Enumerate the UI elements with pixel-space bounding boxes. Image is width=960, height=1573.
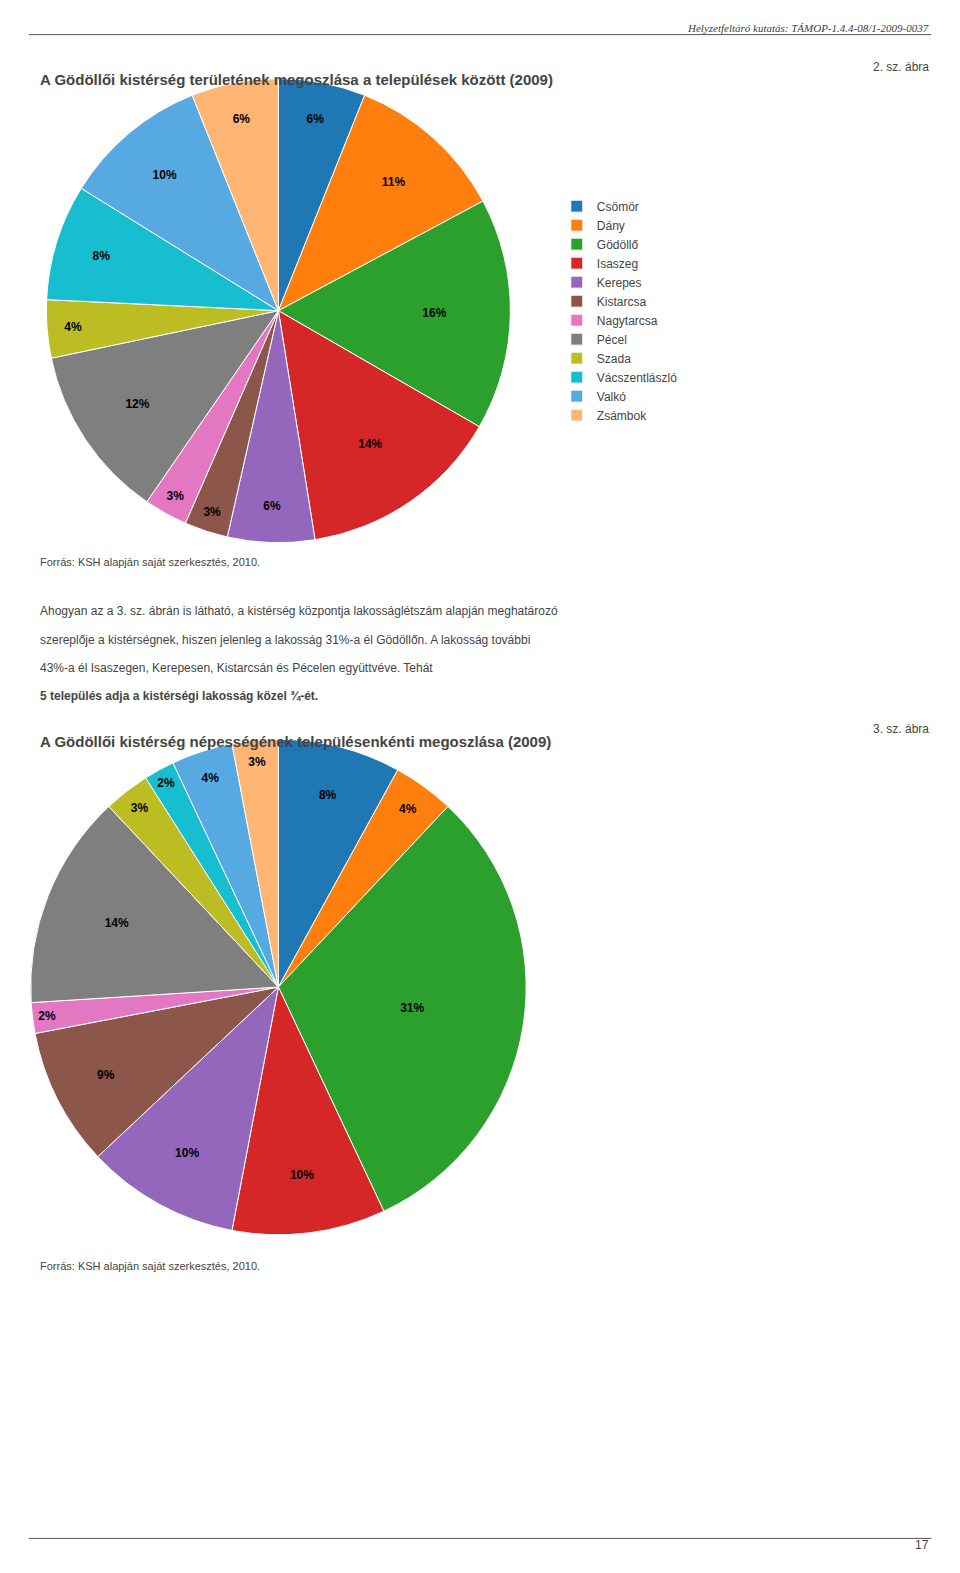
svg-text:Csömör: Csömör <box>597 200 639 214</box>
svg-text:4%: 4% <box>202 771 220 785</box>
svg-text:A Gödöllői kistérség népességé: A Gödöllői kistérség népességének telepü… <box>40 733 551 750</box>
svg-text:Isaszeg: Isaszeg <box>597 257 638 271</box>
svg-text:Helyzetfeltáró kutatás: TÁMOP-: Helyzetfeltáró kutatás: TÁMOP-1.4.4-08/1… <box>687 22 929 34</box>
svg-text:Vácszentlászló: Vácszentlászló <box>597 371 677 385</box>
svg-text:16%: 16% <box>422 306 446 320</box>
svg-text:szereplője a kistérségnek, his: szereplője a kistérségnek, hiszen jelenl… <box>40 633 530 647</box>
svg-text:Kerepes: Kerepes <box>597 276 642 290</box>
svg-text:Forrás: KSH alapján saját szer: Forrás: KSH alapján saját szerkesztés, 2… <box>40 556 260 568</box>
svg-text:3%: 3% <box>167 489 185 503</box>
svg-text:6%: 6% <box>306 112 324 126</box>
svg-text:4%: 4% <box>64 320 82 334</box>
svg-text:2%: 2% <box>157 776 175 790</box>
svg-text:8%: 8% <box>319 788 337 802</box>
svg-text:6%: 6% <box>263 499 281 513</box>
svg-text:2. sz. ábra: 2. sz. ábra <box>873 60 929 74</box>
svg-text:12%: 12% <box>125 397 149 411</box>
svg-text:Forrás: KSH alapján saját szer: Forrás: KSH alapján saját szerkesztés, 2… <box>40 1260 260 1272</box>
svg-text:6%: 6% <box>233 112 251 126</box>
svg-text:31%: 31% <box>400 1001 424 1015</box>
svg-text:3. sz. ábra: 3. sz. ábra <box>873 722 929 736</box>
svg-text:3%: 3% <box>248 755 266 769</box>
svg-text:Szada: Szada <box>597 352 631 366</box>
svg-text:10%: 10% <box>290 1168 314 1182</box>
svg-text:Ahogyan az a 3. sz. ábrán is l: Ahogyan az a 3. sz. ábrán is látható, a … <box>40 604 558 618</box>
svg-text:Nagytarcsa: Nagytarcsa <box>597 314 658 328</box>
svg-text:2%: 2% <box>38 1009 56 1023</box>
svg-text:14%: 14% <box>105 916 129 930</box>
svg-text:8%: 8% <box>92 249 110 263</box>
svg-text:43%-a él Isaszegen, Kerepesen,: 43%-a él Isaszegen, Kerepesen, Kistarcsá… <box>40 661 436 675</box>
svg-text:Valkó: Valkó <box>597 390 626 404</box>
svg-text:5 település adja a kistérségi: 5 település adja a kistérségi lakosság k… <box>40 689 318 703</box>
svg-text:10%: 10% <box>153 168 177 182</box>
svg-text:4%: 4% <box>399 802 417 816</box>
svg-text:14%: 14% <box>358 437 382 451</box>
svg-text:10%: 10% <box>175 1146 199 1160</box>
svg-text:Dány: Dány <box>597 219 625 233</box>
svg-text:A Gödöllői kistérség területén: A Gödöllői kistérség területének megoszl… <box>40 71 553 88</box>
svg-text:3%: 3% <box>131 801 149 815</box>
svg-text:Pécel: Pécel <box>597 333 627 347</box>
svg-text:Gödöllő: Gödöllő <box>597 238 639 252</box>
svg-text:17: 17 <box>915 1538 929 1552</box>
svg-text:11%: 11% <box>382 175 406 189</box>
svg-text:Kistarcsa: Kistarcsa <box>597 295 647 309</box>
svg-text:3%: 3% <box>203 505 221 519</box>
svg-text:9%: 9% <box>97 1068 115 1082</box>
svg-text:Zsámbok: Zsámbok <box>597 409 647 423</box>
